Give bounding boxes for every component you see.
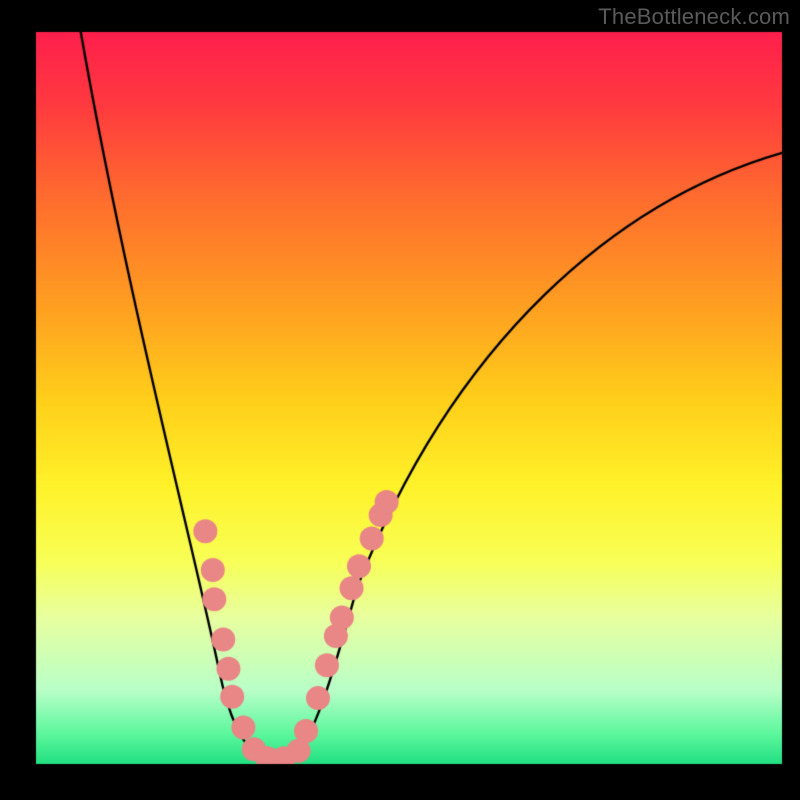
chart-container: TheBottleneck.com bbox=[0, 0, 800, 800]
watermark-label: TheBottleneck.com bbox=[598, 4, 790, 30]
bottleneck-v-curve-chart bbox=[0, 0, 800, 800]
